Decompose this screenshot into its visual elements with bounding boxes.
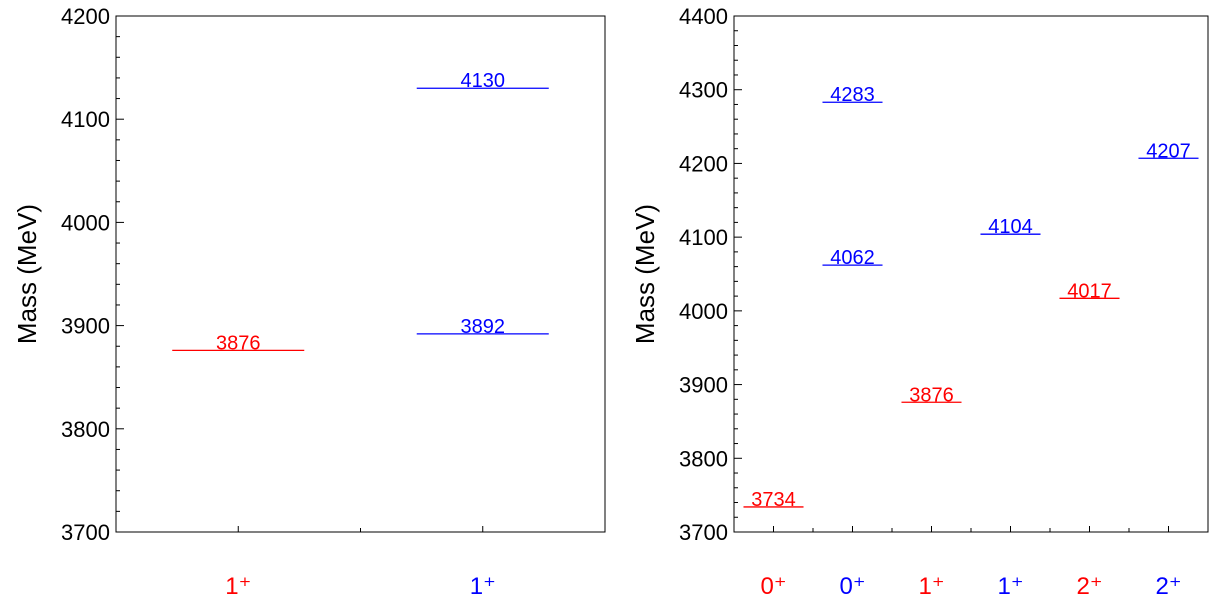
category-label: 0⁺ (839, 573, 865, 600)
y-tick-label: 3900 (61, 314, 110, 339)
y-axis-label: Mass (MeV) (630, 204, 660, 344)
mass-level-label: 4104 (988, 216, 1033, 238)
y-tick-label: 4100 (61, 107, 110, 132)
mass-level-label: 4017 (1067, 280, 1112, 302)
plot-frame (733, 15, 1209, 533)
y-tick-label: 4000 (61, 210, 110, 235)
y-axis-label: Mass (MeV) (12, 204, 42, 344)
y-tick-label: 4200 (679, 151, 728, 176)
category-label: 2⁺ (1076, 573, 1102, 600)
category-label: 1⁺ (997, 573, 1023, 600)
mass-level-label: 4283 (830, 84, 875, 106)
mass-level-label: 4207 (1146, 140, 1191, 162)
category-label: 2⁺ (1155, 573, 1181, 600)
mass-level-label: 3734 (751, 489, 796, 511)
y-tick-label: 3800 (61, 417, 110, 442)
y-tick-label: 4200 (61, 4, 110, 29)
y-tick-label: 4100 (679, 225, 728, 250)
left-panel: 3700 3800 3900 4000 4100 4200 Mass (MeV) 1⁺ 1⁺ 38… (12, 4, 606, 600)
mass-level-label: 3876 (216, 332, 261, 354)
y-tick-label: 4300 (679, 78, 728, 103)
plot-frame (115, 15, 606, 533)
y-tick-label: 4400 (679, 4, 728, 29)
y-tick-label: 3700 (679, 520, 728, 545)
y-tick-label: 4000 (679, 299, 728, 324)
right-panel: 3700 3800 3900 4000 4100 4200 4300 4400 Mass (Me… (630, 4, 1209, 600)
category-label: 1⁺ (225, 573, 251, 600)
mass-level-label: 4062 (830, 247, 875, 269)
y-tick-label: 3700 (61, 520, 110, 545)
y-tick-label: 3900 (679, 373, 728, 398)
mass-level-label: 3876 (909, 384, 954, 406)
category-label: 0⁺ (760, 573, 786, 600)
category-label: 1⁺ (918, 573, 944, 600)
mass-level-label: 4130 (461, 70, 506, 92)
category-label: 1⁺ (470, 573, 496, 600)
y-tick-label: 3800 (679, 446, 728, 471)
mass-level-label: 3892 (461, 316, 506, 338)
